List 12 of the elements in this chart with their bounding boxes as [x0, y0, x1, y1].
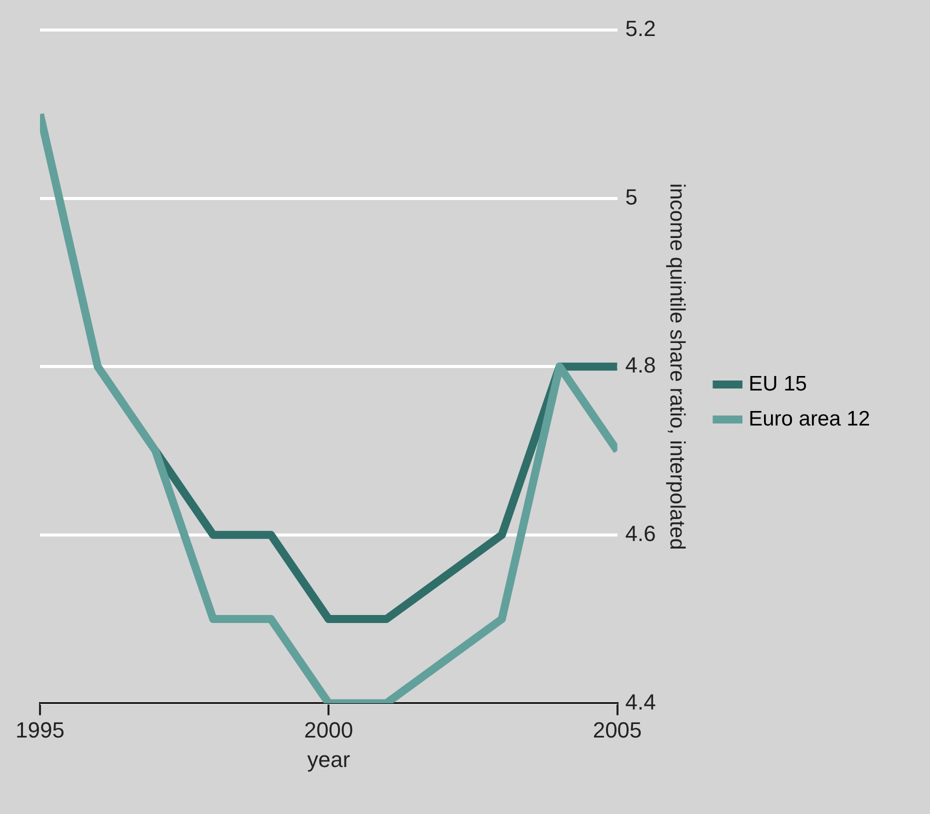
y-tick-label: 5	[625, 184, 638, 210]
y-axis-title: income quintile share ratio, interpolated	[666, 183, 689, 550]
y-tick-label: 4.8	[625, 352, 656, 378]
x-tick-label: 2005	[592, 717, 642, 742]
y-tick-label: 4.4	[625, 689, 656, 714]
y-tick-label: 5.2	[625, 16, 656, 42]
x-tick-label: 2000	[304, 717, 354, 742]
y-tick-label: 4.6	[625, 520, 656, 546]
x-tick-label: 1995	[16, 717, 64, 742]
legend-label: Euro area 12	[748, 407, 870, 430]
legend-label: EU 15	[748, 372, 807, 396]
x-axis-title: year	[307, 746, 350, 772]
